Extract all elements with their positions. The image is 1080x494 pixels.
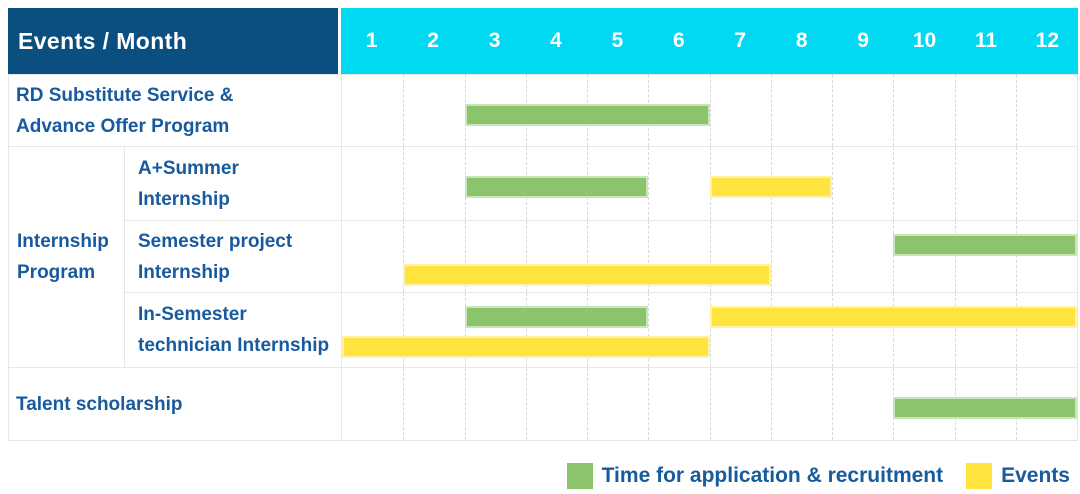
legend: Time for application & recruitment Event… (566, 462, 1070, 490)
month-gridline (403, 368, 405, 440)
month-header-cell: 3 (488, 29, 501, 52)
label-line: In-Semester (138, 304, 247, 325)
month-header-cell: 5 (611, 29, 624, 52)
label-line: Internship (138, 188, 230, 210)
chart-cell (341, 293, 1077, 368)
month-header-cell: 7 (734, 29, 747, 52)
label-line: Internship (138, 261, 230, 283)
label-line: Program (17, 262, 96, 283)
month-header-cell: 11 (974, 29, 998, 52)
month-gridline (464, 221, 466, 292)
label-line: Semester project (138, 230, 293, 252)
month-gridline (709, 293, 711, 367)
month-gridline (525, 368, 527, 440)
month-gridline (648, 221, 650, 292)
month-gridline (648, 368, 650, 440)
label-line: A+Summer (138, 157, 239, 179)
label-line: Internship (17, 231, 109, 252)
row-sub-label: In-Semester technician Internship (124, 293, 341, 368)
month-gridline (587, 368, 588, 440)
row-sub-label: A+Summer Internship (124, 147, 341, 221)
label-line: RD Substitute Service & (16, 84, 234, 106)
gantt-bar-application (464, 306, 649, 328)
label-line: technician Internship (138, 335, 330, 356)
month-gridline (587, 293, 588, 367)
gantt-body: RD Substitute Service & Advance Offer Pro… (8, 74, 1078, 441)
month-gridline (832, 368, 833, 440)
month-gridline (770, 293, 772, 367)
month-gridline (403, 75, 405, 146)
month-gridline (893, 293, 895, 367)
legend-swatch-application (566, 463, 593, 489)
header-row: Events / Month 1 2 3 4 5 6 7 8 9 10 11 12 (8, 8, 1078, 74)
month-gridline (464, 368, 466, 440)
month-gridline (403, 147, 405, 220)
row-label: RD Substitute Service & Advance Offer Pro… (9, 75, 341, 147)
month-gridline (1015, 293, 1017, 367)
chart-cell (341, 368, 1077, 440)
month-gridline (832, 147, 833, 220)
chart-cell (341, 147, 1077, 221)
month-gridline (464, 293, 466, 367)
month-gridline (525, 293, 527, 367)
month-gridline (893, 75, 895, 146)
month-header-cell: 2 (427, 29, 439, 52)
gantt-bar-events (709, 176, 832, 198)
month-header-cell: 12 (1035, 29, 1060, 52)
gantt-bar-application (464, 176, 649, 198)
month-gridline (1015, 221, 1017, 292)
month-gridline (770, 75, 772, 146)
legend-label-application: Time for application & recruitment (601, 464, 944, 487)
month-header-cell: 6 (672, 29, 685, 52)
row-label: Talent scholarship (9, 368, 341, 440)
label-line: Advance Offer Program (16, 115, 230, 137)
month-gridline (893, 147, 895, 220)
legend-label-events: Events (1001, 464, 1070, 487)
month-gridline (1015, 75, 1017, 146)
gantt-bar-events (709, 306, 1077, 328)
month-gridline (954, 293, 956, 367)
month-gridline (709, 75, 711, 146)
month-gridline (893, 221, 895, 292)
month-gridline (709, 221, 711, 292)
month-header-cell: 9 (857, 29, 869, 52)
month-header-cell: 8 (795, 29, 808, 52)
month-gridline (1015, 147, 1017, 220)
month-gridline (832, 221, 833, 292)
month-gridline (770, 221, 772, 292)
month-gridline (832, 75, 833, 146)
month-gridline (954, 147, 956, 220)
group-label: Internship Program (9, 147, 124, 368)
month-gridline (648, 293, 650, 367)
gantt-bar-events (403, 264, 771, 286)
month-header-cell: 1 (365, 29, 378, 52)
month-gridline (954, 75, 956, 146)
legend-swatch-events (966, 463, 993, 489)
month-header-cell: 4 (550, 29, 562, 52)
month-gridline (525, 221, 527, 292)
month-gridline (587, 221, 588, 292)
header-divider (338, 8, 341, 74)
month-gridline (709, 368, 711, 440)
month-header-cell: 10 (912, 29, 937, 52)
month-gridline (403, 221, 405, 292)
gantt-bar-application (464, 104, 710, 126)
month-gridline (770, 368, 772, 440)
month-gridline (648, 147, 650, 220)
label-line: Talent scholarship (16, 393, 183, 415)
month-gridline (954, 221, 956, 292)
gantt-bar-application (893, 397, 1077, 419)
month-gridline (832, 293, 833, 367)
row-sub-label: Semester project Internship (124, 221, 341, 293)
chart-cell (341, 221, 1077, 293)
month-header-row: 1 2 3 4 5 6 7 8 9 10 11 12 (341, 8, 1078, 74)
table-title: Events / Month (8, 8, 338, 74)
gantt-bar-events (342, 336, 710, 358)
gantt-bar-application (893, 234, 1077, 256)
chart-cell (341, 75, 1077, 147)
month-gridline (403, 293, 405, 367)
